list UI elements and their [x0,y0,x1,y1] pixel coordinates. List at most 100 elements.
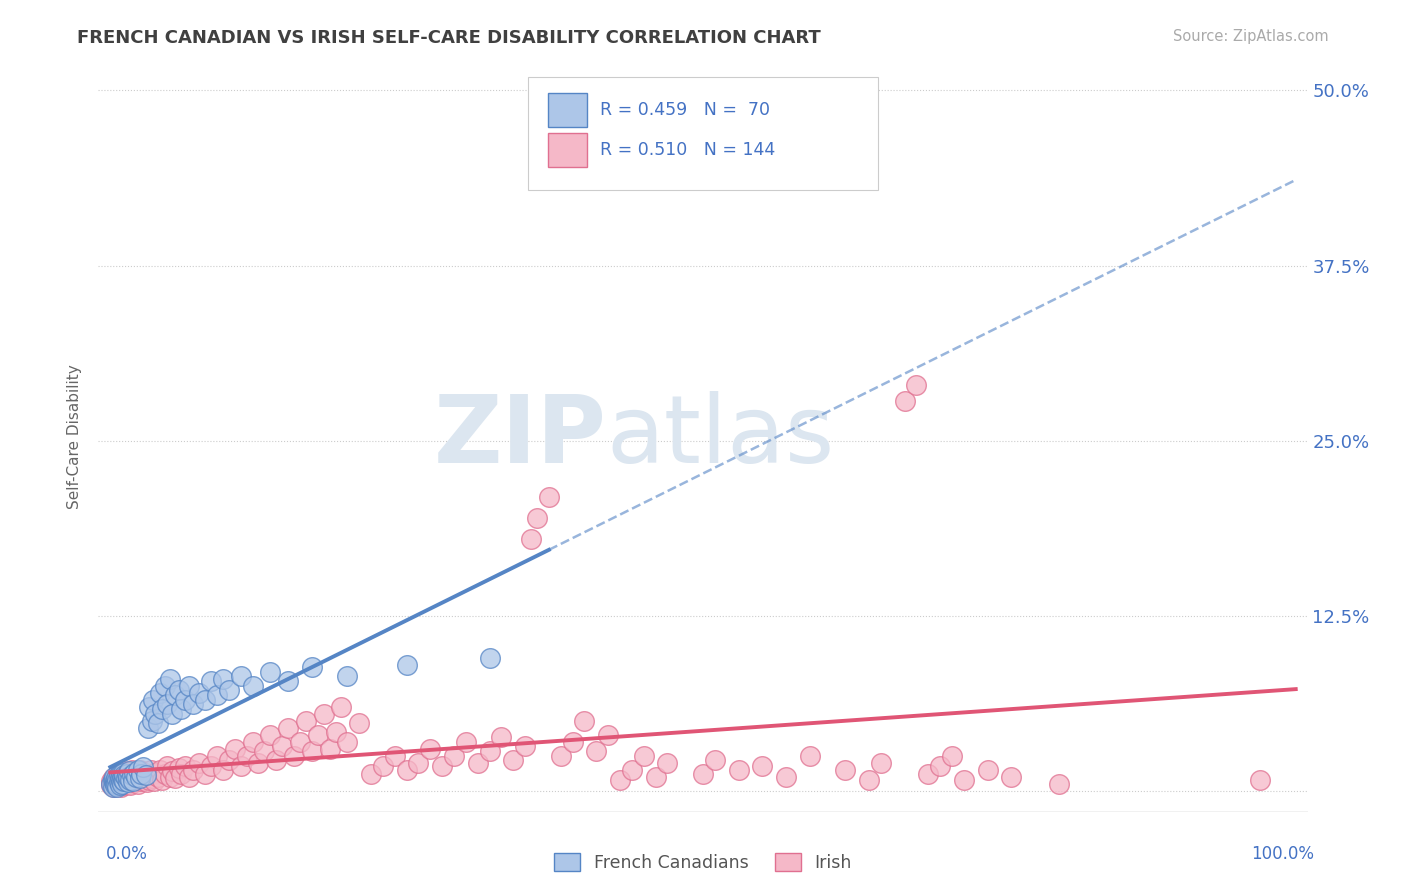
Point [218,682,240,697]
Point [117,770,139,784]
Point [132,760,155,774]
Point [117,777,139,791]
Point [929,758,952,772]
Point [103,775,125,789]
Point [115,775,138,789]
Point [194,767,217,781]
Point [110,773,132,788]
Point [122,768,145,782]
Point [478,650,501,665]
Point [799,748,821,763]
Point [318,741,340,756]
Point [167,682,190,697]
Point [136,775,159,789]
Point [242,679,264,693]
Bar [548,133,586,167]
Point [1047,777,1070,791]
Point [115,767,138,781]
Point [295,714,318,728]
Point [112,765,135,780]
Point [110,780,132,794]
Point [146,716,169,731]
Point [858,772,880,787]
Point [301,660,323,674]
Point [526,510,548,524]
Point [277,721,299,735]
Point [107,775,129,789]
Point [283,748,305,763]
Point [520,532,543,546]
Point [159,770,181,784]
Point [159,672,181,686]
Point [105,772,128,787]
Text: R = 0.459   N =  70: R = 0.459 N = 70 [600,101,770,119]
Point [105,771,128,785]
Point [177,770,200,784]
Point [727,763,749,777]
Point [104,773,127,788]
Text: Source: ZipAtlas.com: Source: ZipAtlas.com [1173,29,1329,44]
Point [105,770,128,784]
Point [142,768,165,782]
Point [101,780,124,794]
Point [131,768,153,782]
Point [100,777,122,791]
Point [188,686,211,700]
Point [136,767,159,781]
Point [585,744,607,758]
Point [108,777,131,791]
Point [122,775,145,789]
Point [141,771,163,785]
Point [917,767,939,781]
Point [478,744,501,758]
Point [117,775,139,789]
Point [127,777,149,791]
Point [129,767,152,781]
Point [125,772,148,787]
Point [288,734,311,748]
Point [107,775,129,789]
Point [1000,770,1022,784]
Point [277,674,299,689]
Point [105,778,128,792]
Point [122,765,145,780]
Point [325,725,347,739]
Point [170,767,193,781]
Point [107,771,129,785]
Point [336,669,359,683]
Point [1249,772,1271,787]
Text: R = 0.510   N = 144: R = 0.510 N = 144 [600,141,776,159]
Point [105,780,128,794]
Point [114,778,136,792]
Point [869,756,891,770]
Point [301,744,323,758]
Point [153,679,176,693]
Point [170,702,193,716]
Point [200,674,222,689]
Point [194,692,217,706]
Point [114,773,136,788]
Point [142,692,165,706]
Legend: French Canadians, Irish: French Canadians, Irish [547,847,859,879]
Point [905,377,928,392]
Point [103,775,125,789]
Point [146,770,169,784]
Point [135,770,157,784]
Point [181,763,204,777]
Point [264,753,287,767]
Point [491,731,513,745]
Point [644,770,666,784]
Point [609,772,631,787]
Point [574,714,596,728]
Point [129,763,152,777]
Point [174,692,197,706]
Point [114,771,136,785]
Point [247,756,270,770]
Point [152,702,174,716]
Point [101,772,124,787]
Point [120,767,142,781]
Point [101,777,124,791]
Point [129,771,152,785]
Point [105,773,128,788]
Point [120,772,142,787]
